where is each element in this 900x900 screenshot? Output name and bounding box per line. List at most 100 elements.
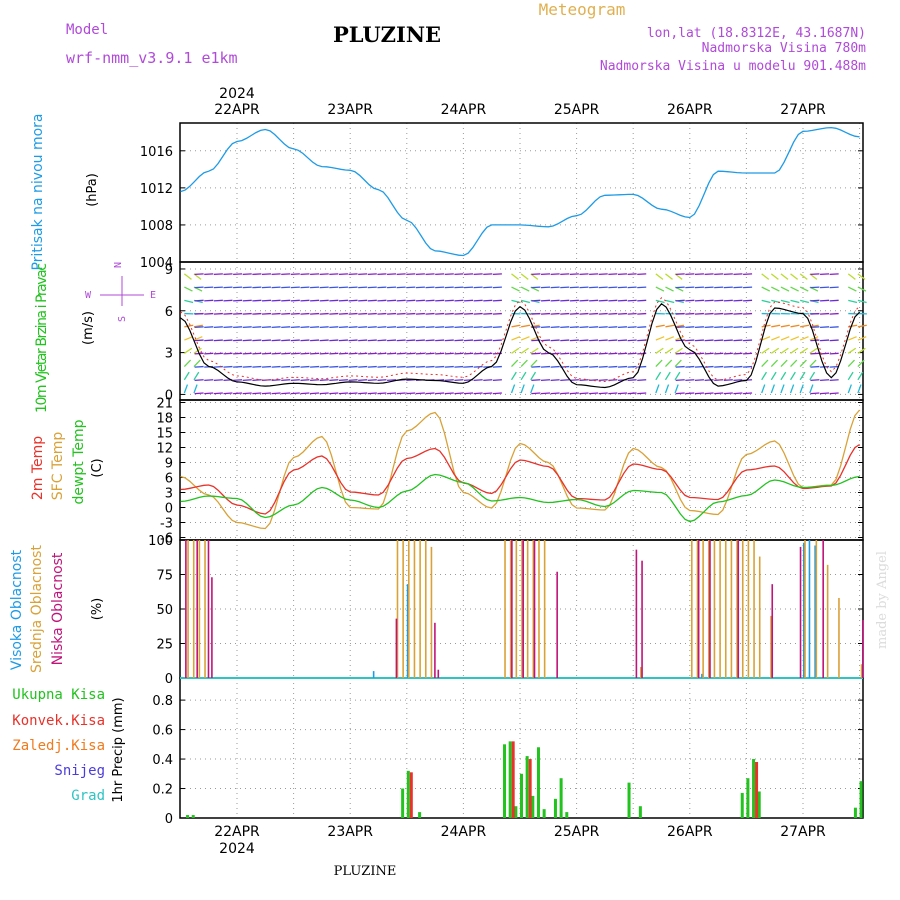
wind-arrow xyxy=(627,299,637,302)
wind-arrow xyxy=(511,336,521,341)
wind-arrow xyxy=(540,352,551,355)
wind-arrow xyxy=(348,392,358,395)
total-precip-bar xyxy=(565,812,569,818)
mid-cloud-bar xyxy=(408,540,410,678)
mid-cloud-bar xyxy=(758,556,761,678)
wind-arrow xyxy=(329,312,339,315)
low-cloud-bar xyxy=(709,540,711,678)
wind-arrow xyxy=(569,273,579,276)
wind-arrow xyxy=(348,312,358,315)
wind-arrow xyxy=(213,352,223,355)
wind-arrow xyxy=(790,336,800,341)
low-cloud-bar xyxy=(635,549,638,678)
low-cloud-bar xyxy=(434,622,436,678)
wind-arrow xyxy=(579,299,589,302)
y-tick-label: 6 xyxy=(165,472,173,487)
wind-arrow xyxy=(637,365,647,368)
wind-arrow xyxy=(310,299,320,302)
mid-cloud-bar xyxy=(730,540,733,678)
wind-arrow xyxy=(271,365,281,368)
wind-arrow xyxy=(598,352,608,355)
wind-arrow xyxy=(637,392,647,395)
low-cloud-bar xyxy=(822,540,824,678)
y-tick-label: 9 xyxy=(165,457,173,472)
wind-arrow xyxy=(780,384,785,394)
y-tick-label: 1016 xyxy=(140,145,173,160)
wind-arrow xyxy=(290,286,300,289)
y-tick-label: 0 xyxy=(165,502,173,517)
wind-arrow xyxy=(348,365,358,368)
wind-arrow xyxy=(820,312,830,315)
wind-arrow xyxy=(492,392,502,395)
wind-barbs xyxy=(183,273,867,395)
wind-arrow xyxy=(300,339,310,342)
wind-arrow xyxy=(377,379,387,382)
wind-arrow xyxy=(569,339,579,342)
wind-arrow xyxy=(329,286,339,289)
wind-arrow xyxy=(733,286,743,289)
wind-arrow xyxy=(463,352,474,355)
wind-arrow xyxy=(223,352,233,355)
wind-arrow xyxy=(674,359,682,367)
cloud-ylabel: (%) xyxy=(90,598,105,621)
wind-arrow xyxy=(261,339,272,342)
low-cloud-bar xyxy=(207,540,210,678)
mid-cloud-bar xyxy=(509,540,512,678)
wind-arrow xyxy=(183,371,190,381)
wind-arrow xyxy=(848,336,857,341)
wind-arrow xyxy=(387,365,397,368)
mid-cloud-bar xyxy=(424,540,427,678)
wind-ylabel: (m/s) xyxy=(81,311,96,345)
wind-arrow xyxy=(319,392,329,395)
wind-arrow xyxy=(184,336,193,341)
wind-arrow xyxy=(348,326,358,329)
wind-arrow xyxy=(560,352,570,355)
wind-arrow xyxy=(511,347,520,354)
wind-arrow xyxy=(454,379,464,382)
wind-arrow xyxy=(550,312,560,315)
wind-arrow xyxy=(714,286,724,289)
wind-arrow xyxy=(338,299,348,302)
y-tick-label: 12 xyxy=(156,442,173,457)
wind-arrow xyxy=(290,273,300,276)
wind-arrow xyxy=(569,326,579,329)
wind-arrow xyxy=(714,299,724,302)
wind-arrow xyxy=(310,365,320,368)
wind-arrow xyxy=(589,312,599,315)
wind-arrow xyxy=(415,326,425,329)
wind-arrow xyxy=(685,352,695,355)
wind-arrow xyxy=(743,352,753,355)
low-cloud-bar xyxy=(196,540,198,678)
wind-arrow xyxy=(829,273,839,276)
wind-arrow xyxy=(204,379,214,382)
wind-arrow xyxy=(857,336,867,341)
wind-arrow xyxy=(510,384,516,394)
total-precip-bar xyxy=(746,778,750,818)
wind-arrow xyxy=(655,299,665,304)
wind-arrow xyxy=(829,392,839,395)
wind-arrow xyxy=(579,286,589,289)
wind-arrow xyxy=(204,299,214,302)
wind-arrow xyxy=(550,286,560,289)
compass-east: E xyxy=(150,290,156,301)
wind-arrow xyxy=(694,392,704,395)
wind-arrow xyxy=(685,379,695,382)
wind-arrow xyxy=(406,286,416,289)
wind-arrow xyxy=(377,286,387,289)
wind-arrow xyxy=(319,299,329,302)
mid-cloud-bar xyxy=(187,540,189,678)
wind-arrow xyxy=(194,326,204,329)
compass-north: N xyxy=(113,262,124,268)
wind-arrow xyxy=(444,273,454,276)
wind-arrow xyxy=(338,392,348,395)
wind-arrow xyxy=(329,326,339,329)
wind-arrow xyxy=(569,379,579,382)
wind-arrow xyxy=(396,352,406,355)
wind-arrow xyxy=(560,326,570,329)
y-tick-label: 1012 xyxy=(140,182,173,197)
pressure-title: Pritisak na nivou mora xyxy=(30,113,46,270)
wind-arrow xyxy=(799,336,809,341)
wind-arrow xyxy=(358,379,368,382)
wind-arrow xyxy=(415,339,425,342)
wind-arrow xyxy=(799,359,807,367)
